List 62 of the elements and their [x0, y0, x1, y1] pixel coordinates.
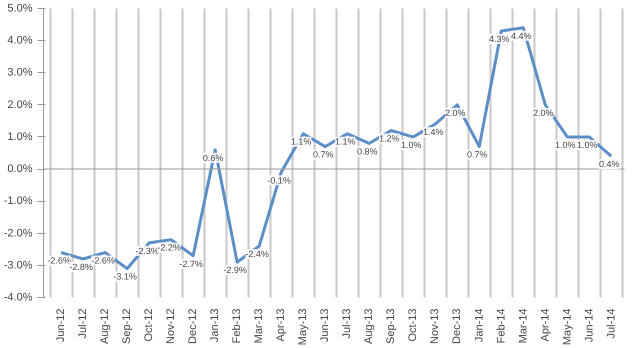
- x-tick-label: Aug-13: [363, 308, 376, 344]
- x-tick-label: Dec-12: [187, 308, 200, 344]
- x-tick-label: May-13: [297, 308, 310, 346]
- data-label: 1.0%: [400, 140, 422, 150]
- y-tick-label: 0.0%: [7, 163, 33, 176]
- data-label: 0.7%: [466, 150, 488, 160]
- y-tick-label: -4.0%: [4, 292, 33, 304]
- x-tick-label: Jun-13: [319, 308, 332, 342]
- data-label: 1.2%: [378, 134, 400, 144]
- x-tick-label: Oct-13: [407, 308, 420, 342]
- data-label: 1.0%: [577, 140, 598, 150]
- x-tick-label: May-14: [561, 308, 574, 346]
- x-tick-label: Jul-14: [605, 308, 618, 338]
- data-label: -2.3%: [135, 246, 159, 256]
- x-tick-label: Jan-13: [209, 308, 222, 342]
- x-tick-label: Aug-12: [99, 308, 112, 344]
- x-tick-label: Mar-13: [253, 308, 266, 344]
- x-tick-label: Dec-13: [451, 308, 464, 344]
- x-tick-label: Jun-12: [55, 308, 68, 342]
- x-tick-label: Oct-12: [143, 308, 156, 342]
- x-tick-label: Feb-13: [231, 308, 244, 344]
- data-label: 2.0%: [533, 108, 554, 118]
- x-tick-label: Jul-13: [341, 308, 354, 338]
- data-label: 0.6%: [202, 152, 224, 163]
- data-label: 4.4%: [511, 30, 532, 41]
- x-tick-label: Nov-13: [429, 308, 442, 344]
- data-label: 0.7%: [312, 150, 334, 160]
- x-tick-label: Apr-13: [275, 308, 288, 342]
- y-tick-label: -2.0%: [4, 227, 33, 240]
- data-label: -2.9%: [223, 265, 247, 276]
- x-tick-label: Jan-14: [473, 308, 486, 342]
- x-tick-label: Feb-14: [495, 308, 508, 344]
- data-label: 2.0%: [444, 108, 466, 118]
- data-label: -3.1%: [113, 272, 137, 282]
- y-tick-label: 1.0%: [7, 130, 33, 143]
- y-tick-label: -1.0%: [4, 195, 33, 208]
- data-label: -2.8%: [69, 262, 93, 272]
- data-label: 0.8%: [356, 146, 378, 156]
- data-label: 1.4%: [422, 127, 444, 138]
- y-tick-label: 4.0%: [7, 34, 33, 47]
- y-tick-label: -3.0%: [4, 259, 33, 272]
- y-tick-label: 2.0%: [7, 98, 33, 111]
- x-tick-label: Nov-12: [165, 308, 178, 344]
- data-label: -2.2%: [157, 242, 181, 253]
- x-tick-label: Apr-14: [539, 308, 552, 342]
- data-label: -2.6%: [91, 256, 115, 266]
- x-tick-label: Mar-14: [517, 308, 530, 344]
- y-tick-label: 5.0%: [7, 2, 33, 14]
- data-label: -2.7%: [179, 258, 203, 269]
- data-label: 1.1%: [334, 136, 356, 147]
- x-tick-label: Jul-12: [77, 308, 90, 338]
- data-label: -2.4%: [245, 249, 269, 260]
- x-tick-label: Sep-13: [385, 308, 398, 344]
- x-tick-label: Jun-14: [583, 308, 596, 342]
- data-label: 1.1%: [290, 136, 312, 147]
- y-tick-label: 3.0%: [7, 66, 33, 79]
- data-label: 1.0%: [555, 140, 576, 150]
- data-label: -0.1%: [267, 175, 291, 186]
- data-label: 0.4%: [599, 159, 620, 170]
- data-label: -2.6%: [47, 256, 71, 266]
- x-tick-label: Sep-12: [121, 308, 134, 344]
- data-label: 4.3%: [489, 34, 510, 44]
